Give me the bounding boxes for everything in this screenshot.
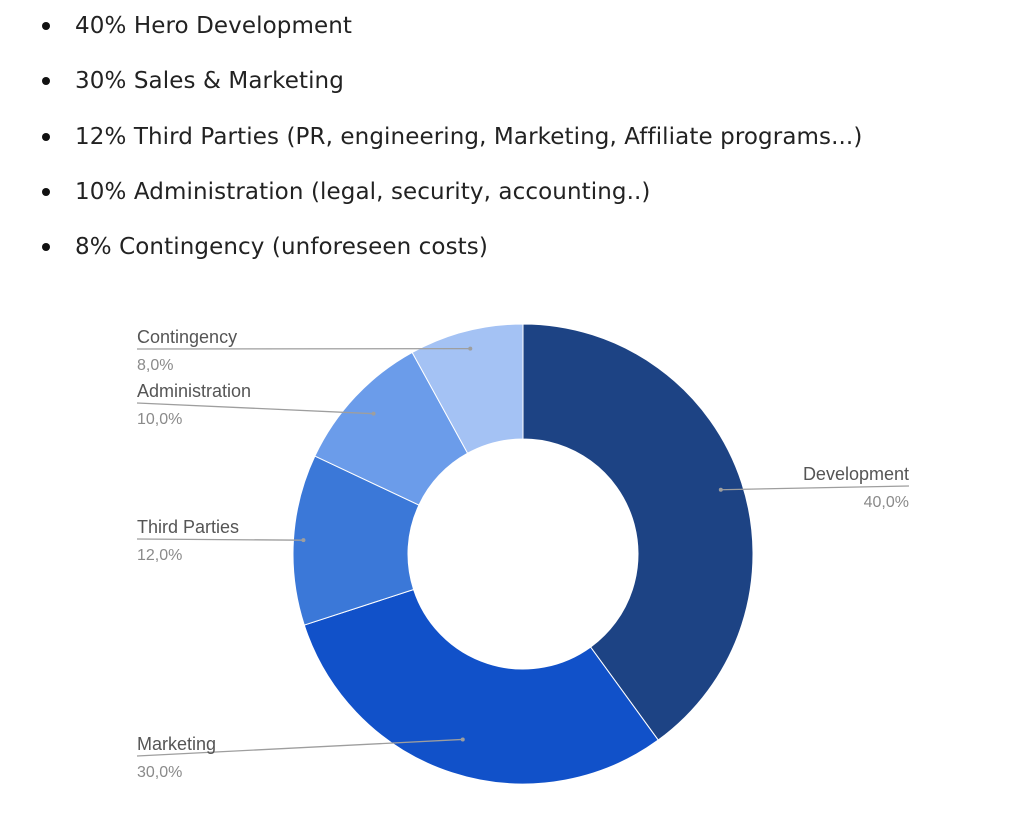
slice-value-label: 12,0% <box>137 547 182 564</box>
bullet-dot <box>42 77 50 85</box>
bullet-dot <box>42 243 50 251</box>
slice-name-label: Development <box>803 464 909 484</box>
leader-dot <box>468 346 473 351</box>
leader-dot <box>371 411 376 416</box>
list-item-text: 8% Contingency (unforeseen costs) <box>75 234 488 260</box>
slice-name-label: Contingency <box>137 327 237 347</box>
leader-dot <box>301 538 306 543</box>
bullet-dot <box>42 133 50 141</box>
leader-line <box>720 485 910 491</box>
bullet-dot <box>42 22 50 30</box>
leader-line <box>136 738 463 757</box>
slice-name-label: Administration <box>137 381 251 401</box>
slice-value-label: 8,0% <box>137 357 173 374</box>
leader-line <box>136 402 374 415</box>
slice-label-administration: Administration 10,0% <box>136 381 376 428</box>
donut-slice-contingency <box>411 323 524 454</box>
donut-slice-development <box>522 323 754 741</box>
slice-value-label: 30,0% <box>137 764 182 781</box>
leader-line <box>136 538 304 541</box>
slice-label-third-parties: Third Parties 12,0% <box>136 517 306 564</box>
list-item-text: 30% Sales & Marketing <box>75 68 344 94</box>
slice-name-label: Third Parties <box>137 517 239 537</box>
slice-value-label: 40,0% <box>864 494 909 511</box>
leader-dot <box>718 487 723 492</box>
list-item-text: 12% Third Parties (PR, engineering, Mark… <box>75 124 863 150</box>
leader-dot <box>460 737 465 742</box>
list-item-text: 10% Administration (legal, security, acc… <box>75 179 651 205</box>
slice-name-label: Marketing <box>137 734 216 754</box>
slice-label-contingency: Contingency 8,0% <box>136 327 473 374</box>
bullet-dot <box>42 188 50 196</box>
list-item-text: 40% Hero Development <box>75 13 353 39</box>
donut-slice-marketing <box>303 588 659 785</box>
slice-label-marketing: Marketing 30,0% <box>136 734 465 781</box>
slice-value-label: 10,0% <box>137 411 182 428</box>
slice-label-development: Development 40,0% <box>718 464 910 511</box>
